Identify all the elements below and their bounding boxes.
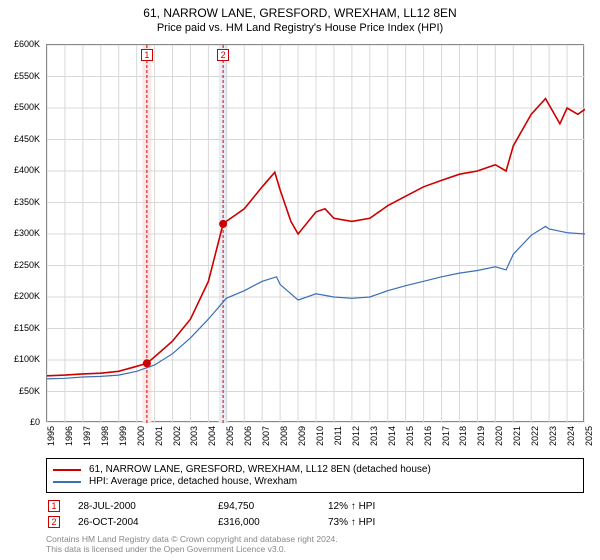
event-date: 26-OCT-2004 [78, 517, 218, 528]
plot-area: 12 [46, 44, 584, 422]
y-tick-label: £400K [14, 165, 40, 175]
x-tick-label: 2009 [297, 426, 307, 446]
x-tick-label: 2005 [225, 426, 235, 446]
x-tick-label: 2015 [405, 426, 415, 446]
x-tick-label: 2018 [458, 426, 468, 446]
event-date: 28-JUL-2000 [78, 501, 218, 512]
legend-swatch [53, 481, 81, 483]
x-tick-label: 2022 [530, 426, 540, 446]
x-tick-label: 2013 [369, 426, 379, 446]
x-tick-label: 1996 [64, 426, 74, 446]
footer-line-2: This data is licensed under the Open Gov… [46, 544, 584, 554]
x-tick-label: 2012 [351, 426, 361, 446]
event-number: 2 [48, 516, 60, 528]
y-tick-label: £250K [14, 260, 40, 270]
y-tick-label: £500K [14, 102, 40, 112]
y-tick-label: £100K [14, 354, 40, 364]
y-tick-label: £600K [14, 39, 40, 49]
x-tick-label: 2006 [243, 426, 253, 446]
y-tick-label: £350K [14, 197, 40, 207]
event-row: 1 28-JUL-2000£94,75012% ↑ HPI [46, 500, 584, 512]
x-tick-label: 2010 [315, 426, 325, 446]
legend: 61, NARROW LANE, GRESFORD, WREXHAM, LL12… [46, 458, 584, 493]
y-tick-label: £300K [14, 228, 40, 238]
legend-row: 61, NARROW LANE, GRESFORD, WREXHAM, LL12… [53, 464, 577, 475]
event-hpi-delta: 73% ↑ HPI [328, 517, 448, 528]
x-tick-label: 2011 [333, 426, 343, 445]
x-tick-label: 1995 [46, 426, 56, 446]
event-table: 1 28-JUL-2000£94,75012% ↑ HPI 2 26-OCT-2004… [46, 496, 584, 532]
plot-svg [47, 45, 585, 423]
y-tick-label: £50K [19, 386, 40, 396]
chart-container: 61, NARROW LANE, GRESFORD, WREXHAM, LL12… [0, 0, 600, 560]
chart-title-address: 61, NARROW LANE, GRESFORD, WREXHAM, LL12… [0, 6, 600, 20]
x-tick-label: 2000 [136, 426, 146, 446]
event-hpi-delta: 12% ↑ HPI [328, 501, 448, 512]
x-tick-label: 1997 [82, 426, 92, 446]
x-tick-label: 2003 [189, 426, 199, 446]
x-tick-label: 2001 [154, 426, 164, 446]
event-price: £94,750 [218, 501, 328, 512]
title-block: 61, NARROW LANE, GRESFORD, WREXHAM, LL12… [0, 0, 600, 34]
x-tick-label: 2024 [566, 426, 576, 446]
chart-subtitle: Price paid vs. HM Land Registry's House … [0, 22, 600, 34]
y-tick-label: £450K [14, 134, 40, 144]
footer-line-1: Contains HM Land Registry data © Crown c… [46, 534, 584, 544]
y-axis: £0£50K£100K£150K£200K£250K£300K£350K£400… [0, 44, 44, 422]
event-marker-1: 1 [141, 49, 153, 61]
event-row: 2 26-OCT-2004£316,00073% ↑ HPI [46, 516, 584, 528]
event-number: 1 [48, 500, 60, 512]
x-tick-label: 1999 [118, 426, 128, 446]
x-tick-label: 1998 [100, 426, 110, 446]
x-tick-label: 2021 [512, 426, 522, 446]
y-tick-label: £150K [14, 323, 40, 333]
legend-label: HPI: Average price, detached house, Wrex… [89, 476, 297, 487]
x-tick-label: 2014 [387, 426, 397, 446]
y-tick-label: £0 [30, 417, 40, 427]
x-tick-label: 2004 [207, 426, 217, 446]
x-tick-label: 2002 [172, 426, 182, 446]
x-tick-label: 2007 [261, 426, 271, 446]
event-price: £316,000 [218, 517, 328, 528]
y-tick-label: £550K [14, 71, 40, 81]
x-tick-label: 2016 [423, 426, 433, 446]
footer-attribution: Contains HM Land Registry data © Crown c… [46, 534, 584, 554]
x-tick-label: 2019 [476, 426, 486, 446]
x-tick-label: 2023 [548, 426, 558, 446]
legend-label: 61, NARROW LANE, GRESFORD, WREXHAM, LL12… [89, 464, 431, 475]
x-tick-label: 2017 [441, 426, 451, 446]
legend-swatch [53, 469, 81, 471]
x-tick-label: 2008 [279, 426, 289, 446]
event-marker-2: 2 [217, 49, 229, 61]
x-tick-label: 2025 [584, 426, 594, 446]
legend-row: HPI: Average price, detached house, Wrex… [53, 476, 577, 487]
x-tick-label: 2020 [494, 426, 504, 446]
y-tick-label: £200K [14, 291, 40, 301]
